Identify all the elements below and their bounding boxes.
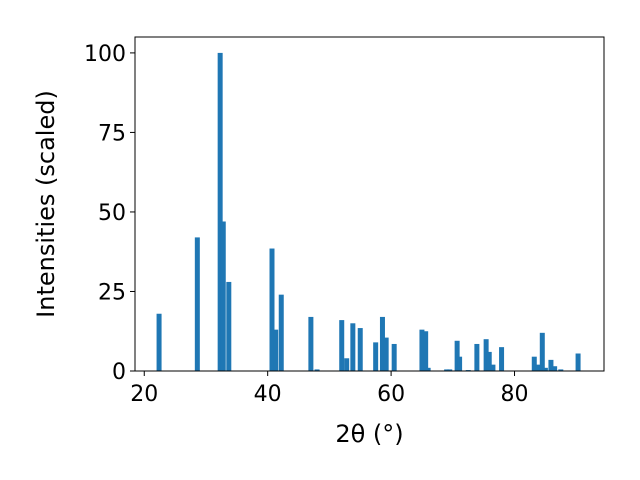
bar (357, 328, 363, 371)
y-tick-label: 25 (98, 280, 126, 305)
bar (419, 329, 425, 371)
bar (535, 364, 541, 371)
bar (486, 351, 492, 371)
y-axis-label: Intensities (scaled) (32, 90, 60, 318)
bar (194, 237, 200, 371)
bar (454, 340, 460, 371)
y-axis: 0 25 50 75 100 (84, 42, 135, 385)
y-tick-label: 50 (98, 201, 126, 226)
bar (474, 343, 480, 371)
bars-group (156, 52, 581, 372)
bar (552, 366, 558, 371)
bar (548, 359, 554, 371)
bar (423, 331, 429, 371)
bar (314, 369, 320, 371)
x-tick-label: 20 (130, 382, 158, 407)
bar (483, 339, 489, 371)
bar (542, 367, 548, 371)
x-tick-label: 60 (377, 382, 405, 407)
bar (383, 337, 389, 371)
bar (539, 332, 545, 371)
x-axis-label: 2θ (°) (335, 420, 403, 448)
bar (156, 313, 162, 371)
bar (308, 316, 314, 371)
bar (217, 52, 223, 372)
x-axis: 20 40 60 80 (130, 371, 529, 407)
y-tick-label: 0 (112, 360, 126, 385)
y-tick-label: 75 (98, 121, 126, 146)
bar (273, 329, 279, 371)
plot-frame (134, 36, 605, 372)
bar (379, 316, 385, 371)
bar (269, 248, 275, 371)
bar (490, 364, 496, 371)
bar (391, 343, 397, 371)
bar (350, 323, 356, 371)
bar (457, 356, 463, 371)
bar (558, 369, 564, 371)
y-tick-label: 100 (84, 42, 126, 67)
bar (344, 358, 350, 371)
bar (575, 353, 581, 371)
bar (444, 369, 450, 371)
x-tick-label: 40 (254, 382, 282, 407)
bar (425, 367, 431, 371)
bar (220, 221, 226, 371)
bar (339, 320, 345, 371)
bar (447, 369, 453, 371)
bar (226, 281, 232, 371)
bar (531, 356, 537, 371)
bar (278, 294, 284, 371)
x-tick-label: 80 (501, 382, 529, 407)
bar (499, 347, 505, 371)
bar (373, 342, 379, 371)
